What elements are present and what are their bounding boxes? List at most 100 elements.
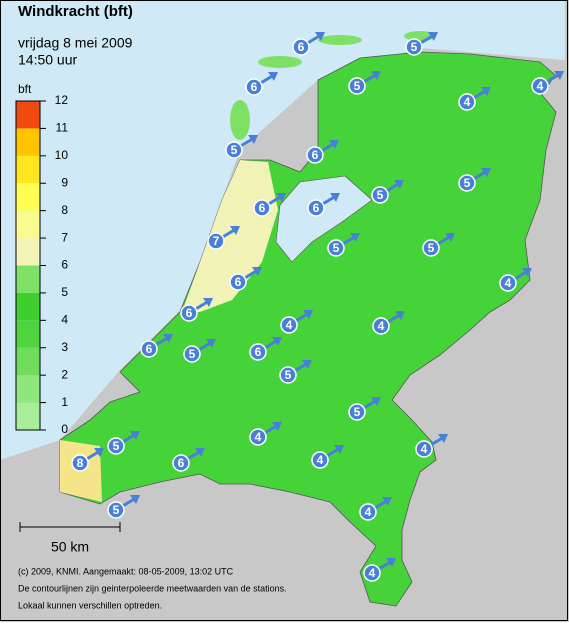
station-value: 5: [113, 503, 120, 517]
station-value: 4: [317, 453, 324, 467]
arrow-head: [334, 445, 344, 454]
station-value: 5: [285, 368, 292, 382]
legend-band: [16, 402, 40, 430]
arrow-head: [272, 422, 282, 431]
station: 6: [292, 32, 325, 56]
arrow-head: [248, 135, 258, 144]
station: 5: [183, 339, 216, 363]
station: 5: [422, 233, 455, 257]
station-value: 6: [259, 201, 266, 215]
station-marker: [327, 239, 345, 257]
station: 4: [372, 311, 405, 335]
legend-tick-label: 12: [55, 93, 69, 107]
station-marker: [372, 317, 390, 335]
station-value: 5: [113, 439, 120, 453]
arrow-head: [276, 193, 286, 202]
station-value: 6: [178, 456, 185, 470]
arrow-head: [130, 495, 140, 504]
station-value: 6: [298, 40, 305, 54]
station: 7: [207, 226, 240, 250]
station-marker: [207, 232, 225, 250]
legend-tick-label: 2: [61, 367, 68, 381]
arrow-head: [522, 268, 532, 277]
station-marker: [311, 451, 329, 469]
station: 4: [499, 268, 532, 292]
station-value: 6: [312, 148, 319, 162]
station-marker: [107, 501, 125, 519]
legend-band: [16, 155, 40, 184]
date: vrijdag 8 mei 2009: [18, 35, 133, 51]
arrow-head: [206, 339, 216, 348]
station-value: 7: [213, 234, 220, 248]
arrow-head: [330, 193, 340, 202]
arrow-head: [315, 32, 325, 41]
station-marker: [292, 38, 310, 56]
station-marker: [180, 304, 198, 322]
arrow-head: [163, 334, 173, 343]
legend-band: [16, 238, 40, 266]
legend-tick-label: 11: [56, 121, 69, 135]
legend-tick-label: 4: [61, 313, 68, 327]
scale-label: 50 km: [51, 539, 89, 555]
station: 6: [249, 337, 282, 361]
legend-band: [16, 320, 40, 348]
legend-band: [16, 292, 40, 321]
arrow-head: [371, 71, 381, 80]
station-marker: [531, 77, 549, 95]
station: 5: [348, 397, 381, 421]
station-value: 6: [186, 306, 193, 320]
legend-unit: bft: [18, 82, 32, 96]
station-marker: [107, 437, 125, 455]
station-marker: [422, 239, 440, 257]
arrow-head: [303, 310, 313, 319]
station: 5: [348, 71, 381, 95]
legend-tick-label: 5: [61, 285, 68, 299]
station-marker: [225, 141, 243, 159]
station: 6: [306, 140, 339, 164]
legend-tick-label: 10: [55, 148, 69, 162]
station-marker: [140, 340, 158, 358]
station: 5: [327, 233, 360, 257]
zone-7: [182, 160, 278, 312]
station: 6: [140, 334, 173, 358]
station-value: 4: [421, 442, 428, 456]
station-marker: [348, 77, 366, 95]
station-marker: [71, 454, 89, 472]
station-value: 6: [255, 345, 262, 359]
legend-tick-label: 6: [61, 258, 68, 272]
station: 5: [225, 135, 258, 159]
station-value: 4: [378, 319, 385, 333]
legend-band: [16, 128, 40, 156]
station: 4: [531, 71, 564, 95]
legend-band: [16, 375, 40, 403]
legend-tick-label: 1: [61, 395, 68, 409]
station-marker: [172, 454, 190, 472]
footer-line: De contourlijnen zijn geinterpoleerde me…: [18, 583, 287, 593]
island: [230, 100, 250, 140]
station-value: 5: [354, 405, 361, 419]
station-value: 4: [369, 566, 376, 580]
time: 14:50 uur: [18, 52, 77, 68]
ijsselmeer: [275, 175, 373, 263]
station-value: 5: [464, 176, 471, 190]
station-marker: [280, 316, 298, 334]
station-marker: [363, 564, 381, 582]
station-value: 4: [365, 505, 372, 519]
legend-band: [16, 210, 40, 239]
arrow-head: [94, 448, 104, 457]
arrow-head: [438, 434, 448, 443]
station-value: 5: [354, 79, 361, 93]
station: 4: [458, 87, 491, 111]
arrow-head: [252, 267, 262, 276]
station-value: 4: [537, 79, 544, 93]
station-value: 4: [464, 95, 471, 109]
station-value: 4: [505, 276, 512, 290]
station-marker: [245, 78, 263, 96]
station-value: 4: [255, 430, 262, 444]
island: [318, 35, 362, 45]
legend-tick-label: 0: [61, 422, 68, 436]
station-marker: [249, 343, 267, 361]
arrow-head: [481, 168, 491, 177]
station-marker: [499, 274, 517, 292]
